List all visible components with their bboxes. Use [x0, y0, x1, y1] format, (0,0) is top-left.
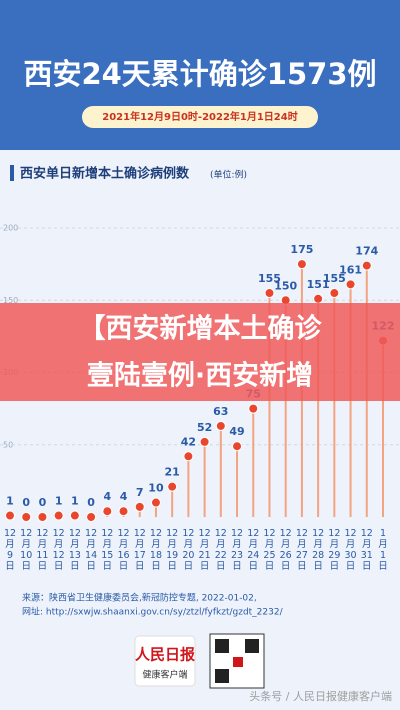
period: 2021年12月9日0时-2022年1月1日24时	[102, 110, 297, 123]
value-label: 151	[307, 278, 330, 291]
x-tick-label: 12月23日	[230, 528, 244, 572]
value-label: 1	[55, 495, 63, 508]
value-label: 10	[148, 482, 164, 495]
x-tick-label: 1月1日	[378, 528, 388, 572]
title-mark	[10, 165, 14, 181]
dot	[296, 259, 307, 270]
value-label: 0	[87, 496, 95, 509]
x-tick-label: 12月29日	[328, 528, 341, 572]
value-label: 52	[197, 421, 212, 434]
logo-sub: 健康客户端	[142, 669, 187, 681]
value-label: 21	[165, 466, 180, 479]
x-tick-label: 12月22日	[214, 528, 227, 572]
x-tick-label: 12月14日	[85, 528, 98, 572]
dot	[69, 510, 80, 521]
value-label: 1	[6, 495, 14, 508]
value-label: 175	[290, 243, 313, 256]
x-tick-label: 12月12日	[52, 528, 65, 572]
x-tick-label: 12月17日	[133, 528, 146, 572]
x-tick-label: 12月18日	[149, 528, 162, 572]
dot	[37, 512, 48, 522]
dot	[118, 506, 129, 517]
x-tick-label: 12月26日	[279, 528, 292, 572]
dot	[102, 506, 113, 517]
x-tick-label: 12月10日	[20, 528, 33, 572]
dot	[361, 260, 372, 271]
period-pill	[82, 106, 318, 128]
value-label: 0	[39, 496, 47, 509]
x-tick-label: 12月9日	[3, 528, 17, 572]
x-tick-label: 12月27日	[295, 528, 308, 572]
value-label: 1	[71, 495, 79, 508]
dot	[345, 279, 356, 290]
value-label: 49	[229, 425, 244, 438]
x-tick-label: 12月30日	[344, 528, 357, 572]
logo: 人民日报	[135, 646, 195, 664]
qr-corner	[215, 639, 229, 653]
dot	[134, 501, 145, 512]
value-label: 4	[120, 490, 128, 503]
banner-line: 壹陆壹例·西安新增	[87, 360, 313, 392]
banner-bg	[0, 303, 400, 401]
x-tick-label: 12月24日	[247, 528, 260, 572]
value-label: 155	[258, 272, 281, 285]
value-label: 42	[181, 435, 196, 448]
dot	[5, 510, 15, 521]
x-tick-label: 12月15日	[101, 528, 114, 572]
dot	[183, 451, 194, 462]
value-label: 7	[136, 486, 144, 499]
x-tick-label: 12月31日	[360, 528, 373, 572]
x-tick-label: 12月13日	[68, 528, 81, 572]
y-tick-label: 150	[3, 296, 18, 305]
dot	[329, 288, 340, 299]
dot	[86, 512, 97, 522]
card	[0, 150, 400, 710]
qr-center	[233, 657, 243, 667]
dot	[248, 403, 259, 414]
dot	[167, 481, 178, 492]
value-label: 161	[339, 263, 362, 276]
value-label: 155	[323, 272, 346, 285]
x-tick-label: 12月25日	[263, 528, 276, 572]
x-tick-label: 12月28日	[312, 528, 325, 572]
chart-unit: (单位:例)	[210, 169, 247, 181]
value-label: 174	[355, 245, 378, 258]
qr-corner	[245, 639, 259, 653]
dot	[21, 512, 32, 522]
value-label: 0	[22, 496, 30, 509]
x-tick-label: 12月20日	[182, 528, 195, 572]
value-label: 4	[103, 490, 111, 503]
banner-line: 【西安新增本土确诊	[79, 313, 323, 345]
dot	[150, 497, 161, 508]
y-tick-label: 200	[3, 224, 18, 233]
chart-title: 西安单日新增本土确诊病例数	[20, 166, 190, 182]
value-label: 150	[274, 279, 297, 292]
source-line: 来源：陕西省卫生健康委员会,新冠防控专题, 2022-01-02,	[22, 592, 257, 604]
source-line: 网址: http://sxwjw.shaanxi.gov.cn/sy/ztzl/…	[22, 606, 284, 618]
watermark: 头条号 / 人民日报健康客户端	[249, 689, 392, 703]
x-tick-label: 12月11日	[36, 528, 49, 572]
dot	[199, 436, 210, 447]
logo-box	[134, 635, 196, 687]
dot	[232, 441, 243, 452]
dot	[313, 293, 324, 304]
dot	[264, 288, 275, 299]
qr-corner	[215, 669, 229, 683]
dot	[53, 510, 64, 521]
x-tick-label: 12月21日	[198, 528, 211, 572]
value-label: 63	[213, 405, 228, 418]
dot	[215, 420, 226, 431]
x-tick-label: 12月16日	[117, 528, 130, 572]
x-tick-label: 12月19日	[166, 528, 179, 572]
main-title: 西安24天累计确诊1573例	[23, 57, 376, 91]
